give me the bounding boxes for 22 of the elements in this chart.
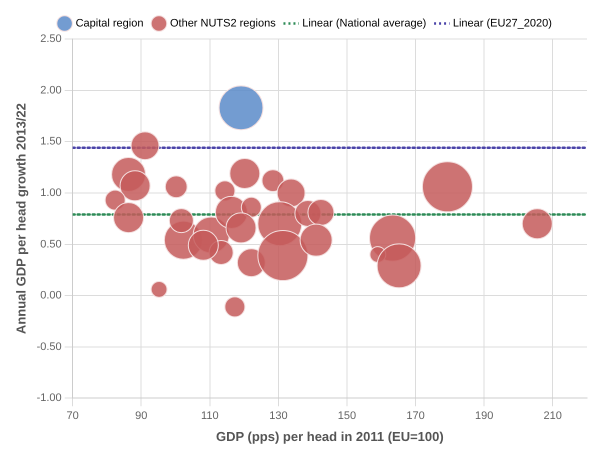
- y-tick-label: 2.00: [40, 84, 62, 96]
- y-tick-label: -1.00: [36, 392, 62, 404]
- legend-label: Linear (EU27_2020): [452, 18, 552, 30]
- legend-label: Other NUTS2 regions: [170, 18, 276, 30]
- y-tick-label: 1.00: [40, 186, 62, 199]
- x-tick-label: 70: [66, 410, 79, 422]
- x-axis-title: GDP (pps) per head in 2011 (EU=100): [216, 428, 444, 444]
- legend-label: Linear (National average): [302, 18, 426, 30]
- y-tick-label: 0.50: [40, 238, 62, 250]
- x-tick-label: 210: [544, 410, 562, 422]
- y-tick-label: 2.50: [40, 33, 62, 46]
- x-tick-label: 130: [269, 410, 288, 422]
- y-tick-label: 0.00: [40, 290, 62, 302]
- x-tick-label: 90: [135, 410, 148, 422]
- x-tick-label: 150: [338, 410, 356, 422]
- x-tick-label: 170: [406, 410, 425, 422]
- legend-label: Capital region: [76, 18, 144, 30]
- x-tick-label: 110: [201, 410, 219, 422]
- y-axis-title: Annual GDP per head growth 2013/22: [13, 103, 28, 334]
- y-tick-label: -0.50: [36, 340, 62, 353]
- y-tick-label: 1.50: [40, 136, 62, 148]
- x-tick-label: 190: [474, 410, 494, 422]
